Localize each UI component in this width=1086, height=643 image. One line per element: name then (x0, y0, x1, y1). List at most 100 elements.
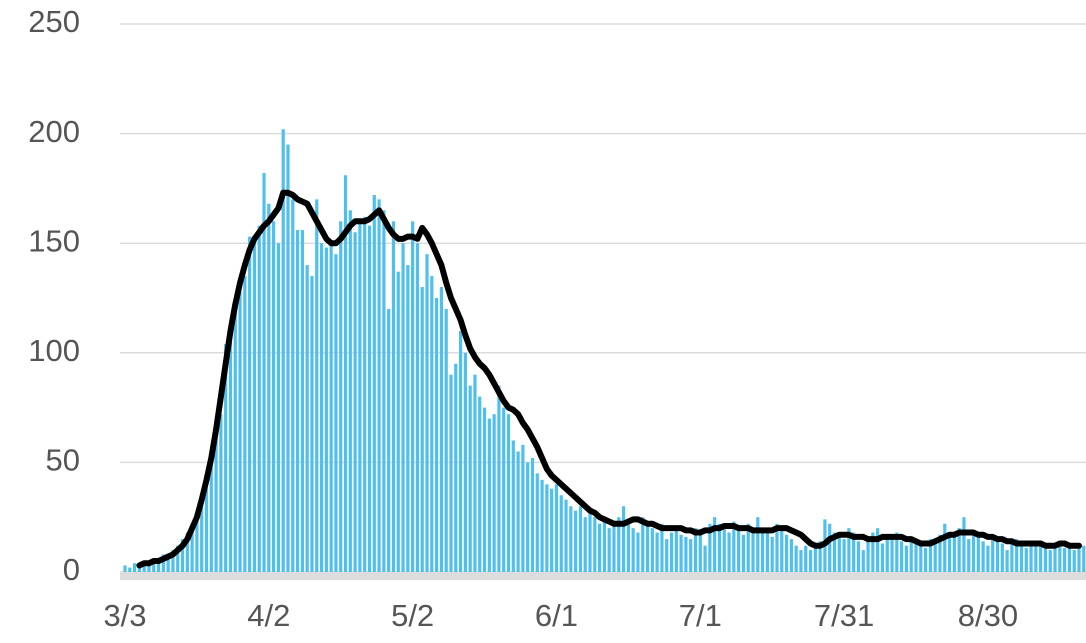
bar (506, 414, 511, 572)
bar (324, 247, 328, 573)
bar (439, 287, 444, 572)
bar (952, 536, 956, 572)
bar (502, 407, 506, 572)
bar (904, 545, 909, 572)
bar (195, 517, 199, 572)
bar (967, 539, 971, 572)
bar (171, 550, 175, 572)
bar (626, 523, 630, 572)
bar (890, 539, 894, 572)
bar (487, 418, 491, 572)
bar (248, 236, 252, 572)
x-tick-label: 6/1 (535, 598, 578, 633)
bar (876, 528, 880, 572)
bar (1019, 545, 1024, 572)
bar (991, 536, 995, 572)
bar (137, 565, 141, 572)
bar (319, 243, 324, 572)
bar (880, 543, 885, 572)
bar (650, 528, 654, 572)
bar (209, 462, 213, 572)
bar (564, 499, 568, 572)
bar (1005, 550, 1009, 572)
bar (957, 528, 961, 572)
bar (828, 523, 832, 572)
bar (353, 232, 357, 573)
x-tick-label: 3/3 (103, 598, 146, 633)
bar (684, 536, 688, 572)
bar (818, 541, 822, 572)
bar (468, 385, 472, 572)
bar (185, 532, 189, 572)
bar (578, 506, 583, 572)
bar (631, 528, 635, 572)
bar (257, 225, 261, 572)
bar (1015, 539, 1019, 572)
bar (583, 517, 587, 572)
bar (636, 532, 640, 572)
bar (1000, 543, 1004, 572)
bar (760, 528, 765, 572)
bar (435, 298, 439, 572)
bar (550, 488, 554, 572)
bar (962, 517, 966, 572)
bar (665, 539, 669, 572)
bar (339, 221, 343, 572)
bar (545, 484, 549, 572)
bar (128, 567, 132, 572)
bar (224, 344, 228, 572)
bar (756, 517, 760, 572)
bar (516, 451, 520, 572)
bar (741, 534, 746, 572)
bar (861, 550, 865, 572)
bar (219, 414, 223, 572)
bar (358, 221, 362, 572)
bar (1029, 543, 1033, 572)
bar (1072, 550, 1076, 572)
bar (214, 429, 218, 572)
bar (147, 563, 151, 572)
bar (598, 523, 602, 572)
y-tick-label: 150 (28, 223, 80, 258)
bar (444, 308, 448, 572)
bar (698, 532, 702, 572)
x-tick-label: 4/2 (247, 598, 290, 633)
bar (161, 554, 165, 572)
bar (396, 271, 400, 572)
bar (420, 287, 424, 572)
bar (152, 558, 156, 572)
bar (717, 523, 722, 572)
bar (660, 523, 664, 572)
bar (1024, 547, 1028, 572)
bar (295, 230, 300, 572)
x-axis-strip (120, 572, 1086, 580)
bar (473, 374, 477, 572)
bar (1067, 543, 1072, 572)
bar (300, 230, 304, 572)
bar (602, 521, 606, 572)
bar (1039, 545, 1043, 572)
bar (837, 536, 841, 572)
y-tick-label: 50 (46, 443, 80, 478)
bar (928, 539, 932, 572)
bar (669, 532, 674, 572)
bar (674, 528, 678, 572)
bar (799, 550, 803, 572)
bar (655, 532, 659, 572)
bar (343, 175, 348, 573)
bar (1063, 547, 1067, 572)
bar (784, 534, 789, 572)
bar (367, 225, 372, 572)
bar (737, 528, 741, 572)
bar (372, 194, 376, 572)
bar (1082, 545, 1086, 572)
bar (713, 517, 717, 572)
bar (511, 440, 515, 572)
bar (938, 534, 942, 572)
bar (252, 243, 257, 572)
bar (166, 556, 170, 572)
bar (727, 532, 731, 572)
bar (382, 210, 386, 572)
bar (986, 545, 990, 572)
